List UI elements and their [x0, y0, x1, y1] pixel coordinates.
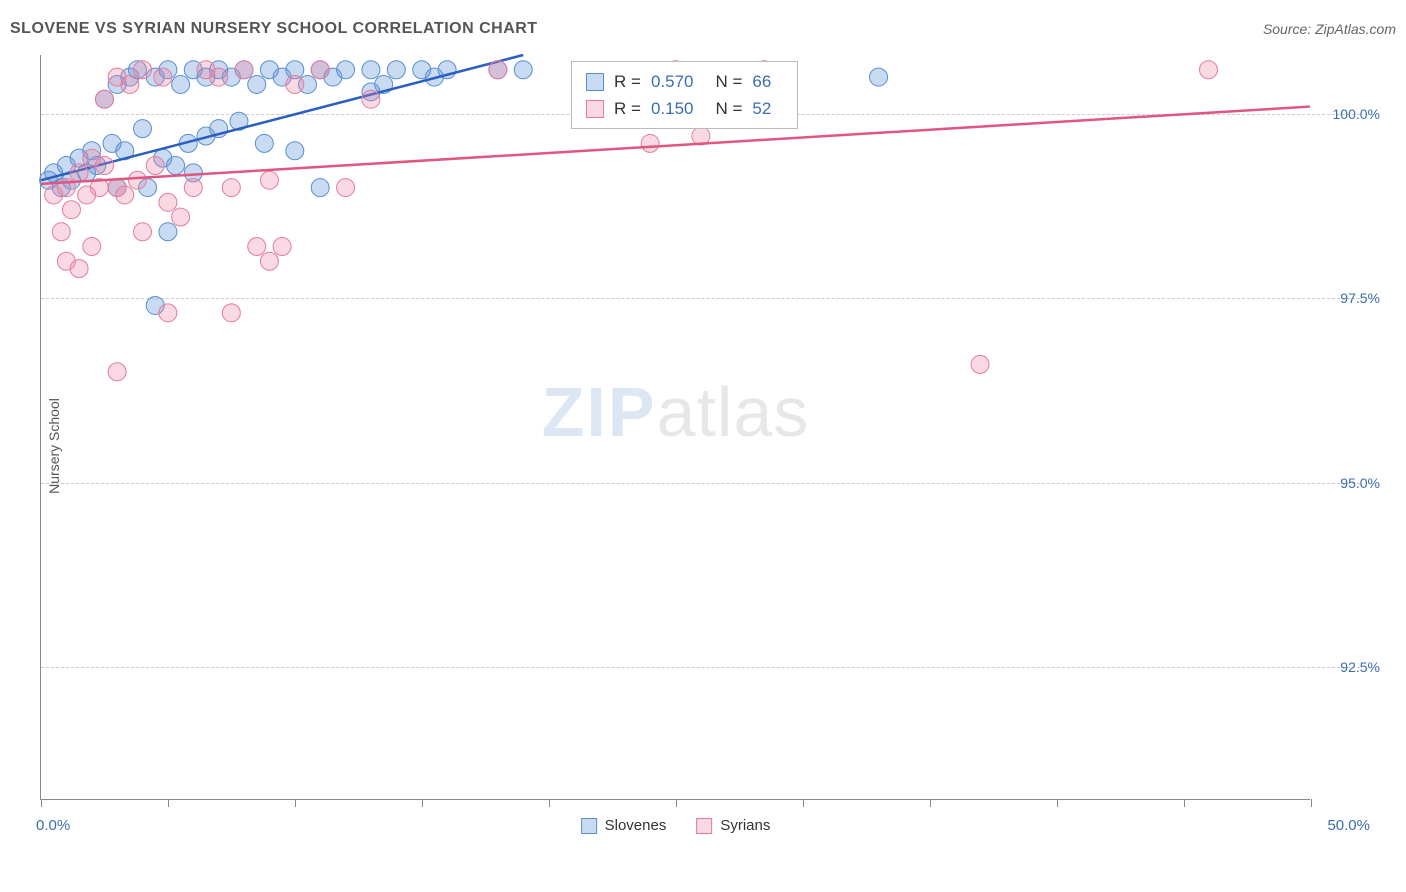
stats-r-label-1: R = [614, 68, 641, 95]
scatter-point [134, 120, 152, 138]
stats-row-slovenes: R = 0.570 N = 66 [586, 68, 783, 95]
scatter-point [83, 238, 101, 256]
xtick [422, 799, 423, 807]
scatter-point [159, 223, 177, 241]
x-axis-max-label: 50.0% [1327, 817, 1370, 834]
legend-item-syrians: Syrians [696, 817, 770, 834]
scatter-point [134, 61, 152, 79]
stats-n-label-1: N = [715, 68, 742, 95]
scatter-point [95, 157, 113, 175]
scatter-point [52, 223, 70, 241]
scatter-point [248, 238, 266, 256]
xtick [549, 799, 550, 807]
correlation-stats-box: R = 0.570 N = 66 R = 0.150 N = 52 [571, 61, 798, 129]
scatter-point [121, 75, 139, 93]
stats-n-label-2: N = [715, 95, 742, 122]
scatter-point [337, 61, 355, 79]
source-attribution: Source: ZipAtlas.com [1263, 21, 1396, 37]
scatter-point [362, 90, 380, 108]
scatter-point [159, 304, 177, 322]
scatter-point [62, 201, 80, 219]
xtick [1311, 799, 1312, 807]
scatter-plot-svg [41, 55, 1310, 799]
stats-n-value-2: 52 [752, 95, 771, 122]
scatter-point [154, 68, 172, 86]
scatter-point [184, 179, 202, 197]
legend-swatch-slovenes [581, 818, 597, 834]
xtick [41, 799, 42, 807]
ytick-label: 100.0% [1333, 106, 1380, 122]
scatter-point [172, 208, 190, 226]
scatter-point [222, 179, 240, 197]
scatter-point [337, 179, 355, 197]
ytick-label: 92.5% [1340, 659, 1380, 675]
scatter-point [70, 164, 88, 182]
stats-row-syrians: R = 0.150 N = 52 [586, 95, 783, 122]
scatter-point [260, 171, 278, 189]
chart-title: SLOVENE VS SYRIAN NURSERY SCHOOL CORRELA… [10, 20, 538, 38]
legend-item-slovenes: Slovenes [581, 817, 667, 834]
scatter-point [1199, 61, 1217, 79]
xtick [676, 799, 677, 807]
xtick [930, 799, 931, 807]
x-axis-min-label: 0.0% [36, 817, 70, 834]
legend-bottom: Slovenes Syrians [581, 817, 771, 834]
scatter-point [362, 61, 380, 79]
scatter-point [311, 179, 329, 197]
scatter-point [235, 61, 253, 79]
stats-swatch-syrians [586, 100, 604, 118]
scatter-point [311, 61, 329, 79]
scatter-point [286, 142, 304, 160]
chart-plot-area: 100.0%97.5%95.0%92.5% ZIPatlas R = 0.570… [40, 55, 1310, 800]
ytick-label: 95.0% [1340, 475, 1380, 491]
legend-label-slovenes: Slovenes [605, 817, 667, 834]
scatter-point [210, 68, 228, 86]
scatter-point [870, 68, 888, 86]
scatter-point [146, 157, 164, 175]
scatter-point [116, 186, 134, 204]
scatter-point [273, 238, 291, 256]
xtick [1057, 799, 1058, 807]
scatter-point [286, 75, 304, 93]
stats-r-value-2: 0.150 [651, 95, 694, 122]
scatter-point [95, 90, 113, 108]
chart-header: SLOVENE VS SYRIAN NURSERY SCHOOL CORRELA… [10, 20, 1396, 38]
scatter-point [128, 171, 146, 189]
xtick [168, 799, 169, 807]
legend-swatch-syrians [696, 818, 712, 834]
scatter-point [70, 260, 88, 278]
stats-swatch-slovenes [586, 73, 604, 91]
xtick [803, 799, 804, 807]
scatter-point [248, 75, 266, 93]
stats-r-label-2: R = [614, 95, 641, 122]
ytick-label: 97.5% [1340, 290, 1380, 306]
legend-label-syrians: Syrians [720, 817, 770, 834]
scatter-point [134, 223, 152, 241]
stats-r-value-1: 0.570 [651, 68, 694, 95]
scatter-point [641, 134, 659, 152]
scatter-point [159, 193, 177, 211]
scatter-point [255, 134, 273, 152]
scatter-point [387, 61, 405, 79]
scatter-point [172, 75, 190, 93]
stats-n-value-1: 66 [752, 68, 771, 95]
scatter-point [167, 157, 185, 175]
xtick [295, 799, 296, 807]
scatter-point [514, 61, 532, 79]
xtick [1184, 799, 1185, 807]
scatter-point [108, 363, 126, 381]
scatter-point [222, 304, 240, 322]
scatter-point [971, 355, 989, 373]
scatter-point [489, 61, 507, 79]
scatter-point [260, 252, 278, 270]
